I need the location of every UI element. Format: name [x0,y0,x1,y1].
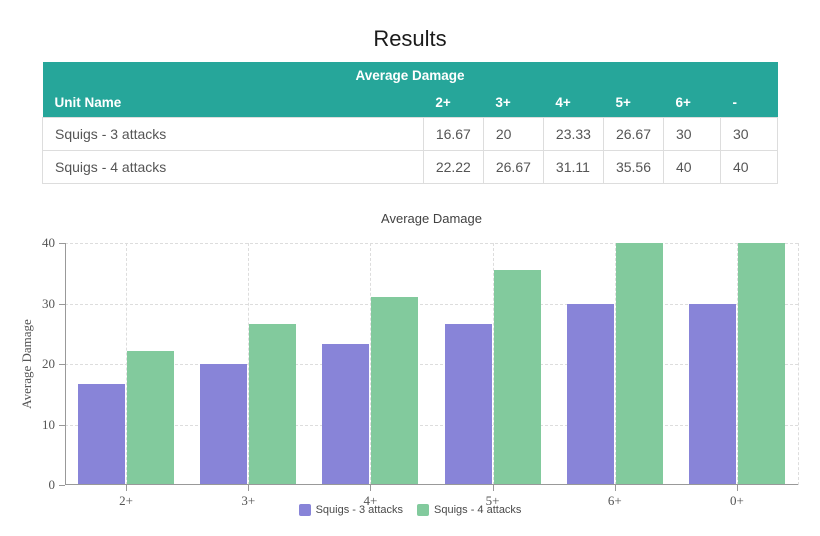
bar-squigs-3-attacks-3+ [200,364,248,485]
column-header-6+: 6+ [663,88,721,118]
y-tick-label-0: 0 [48,477,56,492]
gridline-x-6+ [614,243,616,485]
y-tick-label-30: 30 [42,295,55,311]
value-cell: 26.67 [602,117,665,151]
value-cell: 30 [720,117,778,151]
bar-squigs-4-attacks-2+ [127,350,175,485]
results-table-body: Squigs - 3 attacks 16.67 20 23.33 26.67 30 30 S… [42,117,778,184]
bar-squigs-4-attacks-6+ [615,243,663,485]
value-cell: 31.11 [542,150,604,184]
table-column-header-row: Unit Name 2+ 3+ 4+ 5+ 6+ - [42,88,778,118]
x-tick-label-2+: 2+ [119,493,133,508]
bar-squigs-3-attacks-6+ [566,303,614,485]
unit-name-cell: Squigs - 3 attacks [42,117,424,151]
results-table-header: Average Damage Unit Name 2+ 3+ 4+ 5+ 6+ - [42,62,778,118]
gridline-y-20 [65,364,798,365]
chart-title: Average Damage [381,211,482,226]
value-cell: 35.56 [602,150,665,184]
value-cell: 30 [663,117,721,151]
gridline-y-30 [65,303,798,305]
x-tick-label-3+: 3+ [241,493,256,508]
bar-squigs-3-attacks-2+ [78,384,126,485]
gridline-x-4+ [370,243,372,485]
value-cell: 20 [482,117,544,151]
column-header-3+: 3+ [483,88,544,118]
x-tick-label-4+: 4+ [363,493,378,508]
x-tick-label-5+: 5+ [485,493,500,508]
value-cell: 40 [663,150,721,184]
bar-squigs-4-attacks-4+ [371,296,419,485]
y-tick-10 [59,424,65,426]
y-tick-40 [59,243,65,244]
bar-squigs-3-attacks-4+ [322,343,370,485]
y-tick-30 [59,303,65,305]
bar-squigs-4-attacks-0+ [737,243,785,485]
legend-swatch-icon [298,504,311,516]
bar-squigs-3-attacks-0+ [688,303,736,485]
x-tick-6+ [614,485,616,491]
column-header-unit-name: Unit Name [42,88,424,118]
unit-name-cell: Squigs - 4 attacks [42,150,424,184]
gridline-y-40 [65,243,798,244]
value-cell: 16.67 [422,117,484,151]
legend-swatch-icon [417,504,429,516]
page-title: Results [373,26,447,51]
legend-item-squigs-3-attacks: Squigs - 3 attacks [298,504,403,516]
y-tick-label-20: 20 [42,356,55,371]
legend-label: Squigs - 3 attacks [315,504,403,516]
chart-legend: Squigs - 3 attacks Squigs - 4 attacks [0,504,820,516]
y-tick-0 [59,485,65,486]
gridline-y-10 [65,424,798,426]
results-table: Average Damage Unit Name 2+ 3+ 4+ 5+ 6+ - Squi… [42,62,778,184]
bar-squigs-4-attacks-3+ [249,323,297,485]
column-header-5+: 5+ [603,88,664,118]
value-cell: 40 [720,150,778,184]
bar-squigs-4-attacks-5+ [493,269,541,485]
y-axis-line [65,243,66,485]
table-row: Squigs - 4 attacks 22.22 26.67 31.11 35.56 40… [42,150,778,184]
table-title: Average Damage [42,62,778,88]
x-tick-label-0+: 0+ [729,493,744,508]
value-cell: 22.22 [422,150,484,184]
x-tick-label-6+: 6+ [607,493,622,508]
x-tick-5+ [492,485,494,491]
gridline-x-0+ [736,243,738,485]
x-tick-0+ [736,485,738,491]
y-tick-20 [59,364,65,365]
x-tick-3+ [248,485,250,491]
column-header--: - [720,88,778,118]
legend-item-squigs-4-attacks: Squigs - 4 attacks [417,504,521,516]
y-tick-label-40: 40 [42,235,55,250]
y-tick-label-10: 10 [42,416,55,432]
gridline-x-3+ [248,243,250,485]
value-cell: 23.33 [542,117,604,151]
average-damage-bar-chart: Average Damage Average Damage 0 10 20 30 40 2… [0,205,820,536]
x-tick-4+ [370,485,372,491]
column-header-2+: 2+ [423,88,484,118]
legend-label: Squigs - 4 attacks [434,504,522,516]
table-row: Squigs - 3 attacks 16.67 20 23.33 26.67 30 30 [42,117,778,151]
x-tick-2+ [126,485,128,491]
plot-area [65,243,799,485]
gridline-x-right-edge [798,243,799,485]
value-cell: 26.67 [482,150,544,184]
gridline-x-5+ [492,243,494,485]
bar-squigs-3-attacks-5+ [444,323,492,485]
gridline-x-2+ [126,243,128,485]
x-axis-line [65,484,798,485]
column-header-4+: 4+ [543,88,604,118]
